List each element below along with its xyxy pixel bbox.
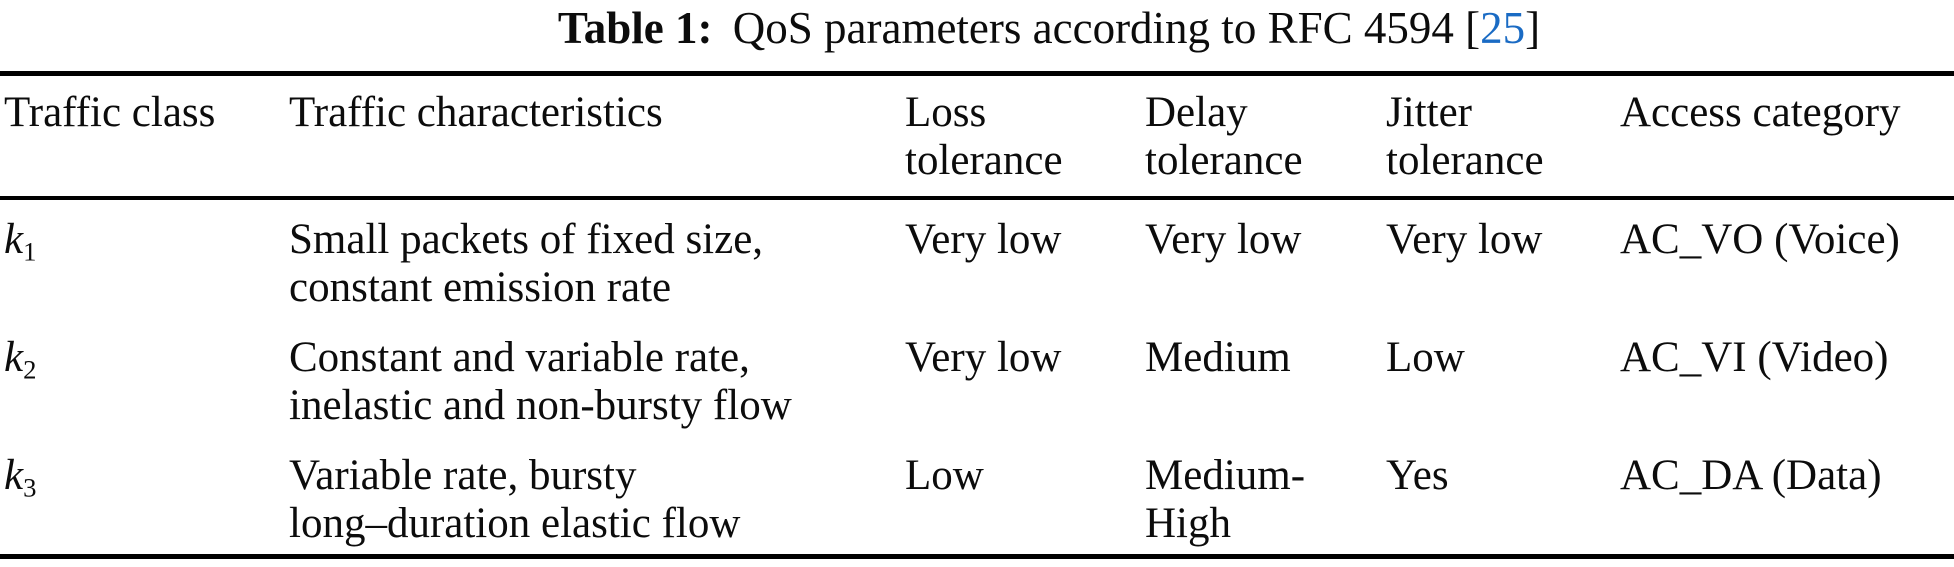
- table-caption-text: QoS parameters according to RFC 4594: [732, 3, 1454, 53]
- col-header-jitter-tolerance: Jitter tolerance: [1386, 89, 1544, 184]
- traffic-class-symbol: k2: [4, 334, 289, 385]
- cell-delay-tolerance: Medium- High: [1145, 452, 1306, 547]
- class-subscript: 1: [23, 236, 37, 267]
- traffic-class-symbol: k1: [4, 216, 289, 267]
- col-header-traffic-class: Traffic class: [4, 89, 216, 136]
- cell-loss-tolerance: Very low: [905, 216, 1062, 263]
- qos-parameters-table: Traffic class Traffic characteristics Lo…: [0, 71, 1954, 559]
- cell-characteristics: Small packets of fixed size, constant em…: [289, 216, 764, 311]
- class-symbol-k: k: [4, 452, 24, 499]
- cell-access-category: AC_VO (Voice): [1620, 216, 1900, 263]
- traffic-class-symbol: k3: [4, 452, 289, 503]
- cell-access-category: AC_VI (Video): [1620, 334, 1889, 381]
- cell-access-category: AC_DA (Data): [1620, 452, 1882, 499]
- table-row-k2: k2 Constant and variable rate, inelastic…: [0, 318, 1954, 436]
- cell-jitter-tolerance: Very low: [1386, 216, 1543, 263]
- citation-bracket-close: ]: [1525, 3, 1541, 53]
- class-symbol-k: k: [4, 334, 24, 381]
- table-caption-label: Table 1:: [557, 3, 713, 53]
- cell-characteristics: Constant and variable rate, inelastic an…: [289, 334, 792, 429]
- table-caption: Table 1: QoS parameters according to RFC …: [0, 0, 1954, 71]
- cell-loss-tolerance: Very low: [905, 334, 1062, 381]
- table-row-k1: k1 Small packets of fixed size, constant…: [0, 200, 1954, 318]
- table-header-row: Traffic class Traffic characteristics Lo…: [0, 71, 1954, 200]
- col-header-characteristics: Traffic characteristics: [289, 89, 663, 136]
- class-symbol-k: k: [4, 216, 24, 263]
- cell-characteristics: Variable rate, bursty long–duration elas…: [289, 452, 741, 547]
- cell-jitter-tolerance: Yes: [1386, 452, 1449, 499]
- cell-delay-tolerance: Very low: [1145, 216, 1302, 263]
- col-header-delay-tolerance: Delay tolerance: [1145, 89, 1303, 184]
- citation-bracket-open: [: [1465, 3, 1481, 53]
- citation-link[interactable]: 25: [1480, 3, 1526, 53]
- col-header-access-category: Access category: [1620, 89, 1901, 136]
- table-row-k3: k3 Variable rate, bursty long–duration e…: [0, 436, 1954, 559]
- col-header-loss-tolerance: Loss tolerance: [905, 89, 1063, 184]
- class-subscript: 2: [23, 354, 37, 385]
- class-subscript: 3: [23, 472, 37, 503]
- cell-loss-tolerance: Low: [905, 452, 984, 499]
- cell-delay-tolerance: Medium: [1145, 334, 1291, 381]
- cell-jitter-tolerance: Low: [1386, 334, 1465, 381]
